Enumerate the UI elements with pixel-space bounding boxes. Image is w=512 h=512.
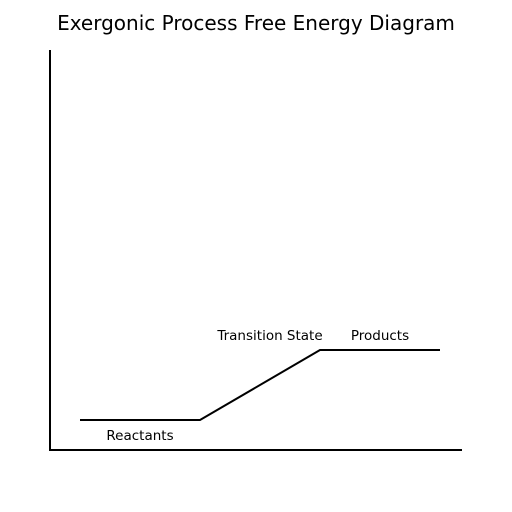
axes	[49, 50, 462, 451]
transition-state-label: Transition State	[216, 328, 322, 344]
reactants-label: Reactants	[106, 428, 173, 444]
diagram-title: Exergonic Process Free Energy Diagram	[57, 11, 455, 35]
energy-profile-line	[80, 349, 440, 421]
products-label: Products	[351, 328, 409, 344]
